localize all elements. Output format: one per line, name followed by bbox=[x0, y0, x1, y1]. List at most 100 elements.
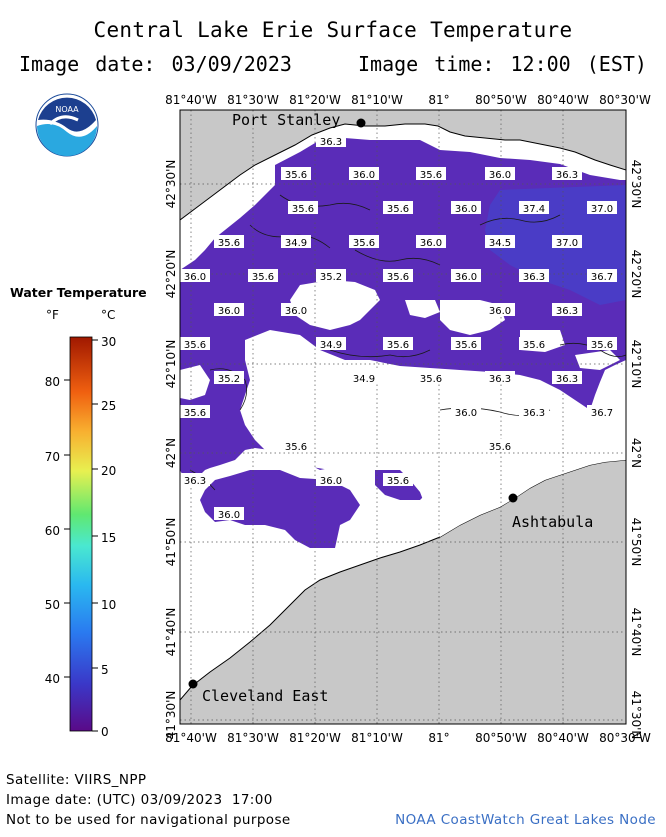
lat-tick: 41°40'N bbox=[164, 608, 178, 657]
temp-label: 35.6 bbox=[218, 238, 240, 249]
temp-label: 35.6 bbox=[353, 238, 375, 249]
c-tick: 25 bbox=[101, 399, 116, 413]
temp-label-bg bbox=[587, 269, 617, 282]
temp-label: 35.6 bbox=[252, 272, 274, 283]
temp-label: 36.0 bbox=[353, 170, 375, 181]
temperature-labels: 36.3 35.6 36.0 35.6 36.0 36.3 35.6 35.6 36.0 37.4… bbox=[180, 134, 617, 521]
temp-label-bg bbox=[416, 167, 446, 180]
lat-tick: 42°10'N bbox=[164, 340, 178, 389]
temp-label: 37.0 bbox=[556, 238, 578, 249]
temp-label-bg bbox=[281, 235, 311, 248]
lat-tick: 41°50'N bbox=[164, 518, 178, 567]
temp-label-bg bbox=[451, 201, 481, 214]
lon-tick: 81°30'W bbox=[227, 93, 279, 107]
temp-label: 34.9 bbox=[353, 374, 375, 385]
temp-label: 36.0 bbox=[184, 272, 206, 283]
lon-tick: 80°50'W bbox=[475, 93, 527, 107]
temp-label: 35.6 bbox=[387, 272, 409, 283]
temp-label-bg bbox=[316, 337, 346, 350]
legend-unit-c: °C bbox=[101, 308, 116, 322]
temp-label-bg bbox=[349, 167, 379, 180]
temp-label: 35.6 bbox=[285, 442, 307, 453]
temp-label: 36.0 bbox=[218, 306, 240, 317]
f-tick: 60 bbox=[45, 524, 60, 538]
land-south bbox=[180, 459, 626, 724]
temp-label-bg bbox=[485, 235, 515, 248]
temp-label-bg bbox=[552, 235, 582, 248]
lon-tick: 81° bbox=[428, 93, 449, 107]
lat-tick: 42°20'N bbox=[164, 250, 178, 299]
temp-label-bg bbox=[519, 337, 549, 350]
temp-label: 35.6 bbox=[591, 340, 613, 351]
temp-label-bg bbox=[552, 371, 582, 384]
f-tick: 80 bbox=[45, 375, 60, 389]
temp-label: 35.6 bbox=[455, 340, 477, 351]
temp-label: 36.3 bbox=[320, 137, 342, 148]
temp-label: 34.5 bbox=[489, 238, 511, 249]
credit-link[interactable]: NOAA CoastWatch Great Lakes Node bbox=[395, 812, 656, 828]
land-north bbox=[180, 110, 626, 221]
temp-label: 36.3 bbox=[523, 272, 545, 283]
lon-tick: 80°50'W bbox=[475, 731, 527, 745]
temp-label-bg bbox=[383, 201, 413, 214]
lon-tick: 81°30'W bbox=[227, 731, 279, 745]
image-date: Image date: 03/09/2023 bbox=[19, 52, 292, 76]
temp-label-bg bbox=[180, 337, 210, 350]
temp-label-bg bbox=[281, 167, 311, 180]
temp-label: 35.6 bbox=[184, 340, 206, 351]
temp-label-bg bbox=[519, 405, 549, 418]
legend-unit-f: °F bbox=[46, 308, 59, 322]
temp-label: 35.6 bbox=[387, 340, 409, 351]
temp-label-bg bbox=[383, 337, 413, 350]
lon-tick: 80°30'W bbox=[599, 731, 651, 745]
temp-label-bg bbox=[416, 235, 446, 248]
temp-label-bg bbox=[383, 269, 413, 282]
lat-tick: 42°30'N bbox=[629, 160, 643, 209]
lon-tick: 80°40'W bbox=[537, 93, 589, 107]
temp-label-bg bbox=[316, 134, 346, 147]
image-time: Image time: 12:00 (EST) bbox=[358, 52, 647, 76]
temp-label-bg bbox=[214, 235, 244, 248]
lat-tick: 42°30'N bbox=[164, 160, 178, 209]
temp-label-bg bbox=[349, 235, 379, 248]
temp-label-bg bbox=[552, 167, 582, 180]
lat-tick: 42°10'N bbox=[629, 340, 643, 389]
map-title: Central Lake Erie Surface Temperature bbox=[93, 18, 573, 42]
temp-label-bg bbox=[552, 303, 582, 316]
temp-label: 35.6 bbox=[420, 170, 442, 181]
temp-label: 35.6 bbox=[184, 408, 206, 419]
c-tick: 20 bbox=[101, 464, 116, 478]
temp-label: 36.7 bbox=[591, 272, 613, 283]
temp-label: 35.6 bbox=[387, 476, 409, 487]
temp-label-bg bbox=[316, 269, 346, 282]
temp-label: 36.0 bbox=[218, 510, 240, 521]
temp-label-bg bbox=[451, 269, 481, 282]
temp-label: 36.0 bbox=[455, 272, 477, 283]
lon-ticks-bottom: 81°40'W 81°30'W 81°20'W 81°10'W 81° 80°5… bbox=[165, 731, 651, 745]
color-bar: 80 70 60 50 40 30 25 20 15 10 5 0 bbox=[45, 335, 117, 739]
temp-label-bg bbox=[281, 439, 311, 452]
legend-title: Water Temperature bbox=[10, 285, 147, 300]
temp-label: 34.9 bbox=[285, 238, 307, 249]
temp-label-bg bbox=[383, 473, 413, 486]
temp-label: 35.6 bbox=[292, 204, 314, 215]
temp-label-bg bbox=[485, 439, 515, 452]
lon-tick: 81°10'W bbox=[351, 731, 403, 745]
lon-tick: 81° bbox=[428, 731, 449, 745]
temp-label-bg bbox=[485, 303, 515, 316]
temp-label-bg bbox=[485, 371, 515, 384]
utc-image-date: Image date: (UTC) 03/09/2023 17:00 bbox=[6, 792, 273, 808]
city-label-cleveland-east: Cleveland East bbox=[202, 687, 328, 705]
lat-tick: 42°N bbox=[629, 438, 643, 468]
temp-label: 36.3 bbox=[184, 476, 206, 487]
city-dot-port-stanley bbox=[356, 118, 366, 128]
lon-tick: 81°10'W bbox=[351, 93, 403, 107]
temp-label: 37.0 bbox=[591, 204, 613, 215]
lat-tick: 41°40'N bbox=[629, 608, 643, 657]
temp-label: 35.6 bbox=[420, 374, 442, 385]
city-markers: Port Stanley Ashtabula Cleveland East bbox=[188, 111, 593, 705]
temp-label: 36.3 bbox=[556, 374, 578, 385]
temp-label-bg bbox=[587, 337, 617, 350]
lon-tick: 80°30'W bbox=[599, 93, 651, 107]
lon-tick: 80°40'W bbox=[537, 731, 589, 745]
